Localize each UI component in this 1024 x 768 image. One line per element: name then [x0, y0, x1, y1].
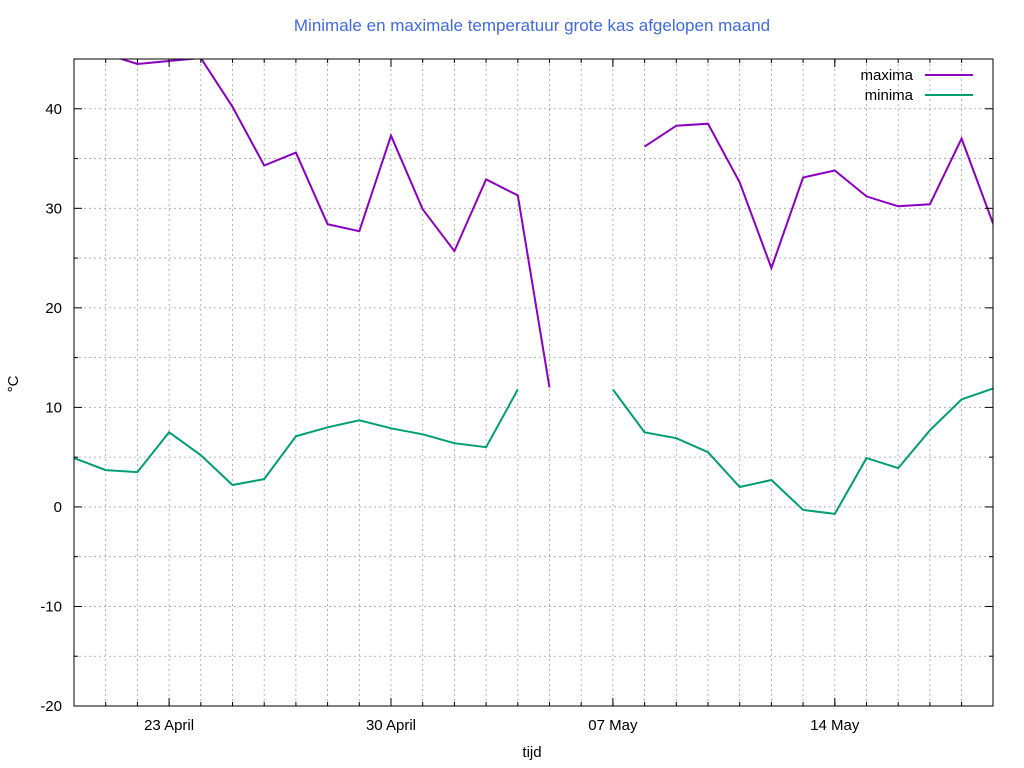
y-tick-labels: -20 -10 0 10 20 30 40: [40, 101, 62, 715]
x-tick-label: 30 April: [366, 717, 416, 734]
legend-label-minima: minima: [865, 87, 914, 104]
y-tick-label: 10: [45, 399, 62, 416]
y-tick-label: 30: [45, 200, 62, 217]
x-tick-label: 07 May: [588, 717, 638, 734]
legend: maxima minima: [860, 67, 973, 104]
y-tick-label: -10: [40, 598, 62, 615]
series-line-minima: [612, 387, 993, 515]
axis-ticks: [74, 59, 993, 707]
x-axis-label: tijd: [522, 744, 541, 761]
grid-lines: [74, 59, 993, 706]
x-tick-labels: 23 April 30 April 07 May 14 May: [144, 717, 860, 734]
x-tick-label: 14 May: [810, 717, 860, 734]
series-line-minima: [74, 389, 519, 487]
y-tick-label: 40: [45, 101, 62, 118]
y-axis-label: °C: [5, 375, 22, 392]
series-line-maxima: [644, 122, 993, 271]
y-tick-label: 0: [54, 499, 62, 516]
chart-title: Minimale en maximale temperatuur grote k…: [294, 16, 770, 35]
y-tick-label: 20: [45, 300, 62, 317]
y-tick-label: -20: [40, 698, 62, 715]
plot-border: [73, 58, 994, 707]
x-tick-label: 23 April: [144, 717, 194, 734]
series-line-maxima: [118, 59, 551, 388]
legend-label-maxima: maxima: [860, 67, 913, 84]
series-layer: [74, 59, 993, 515]
